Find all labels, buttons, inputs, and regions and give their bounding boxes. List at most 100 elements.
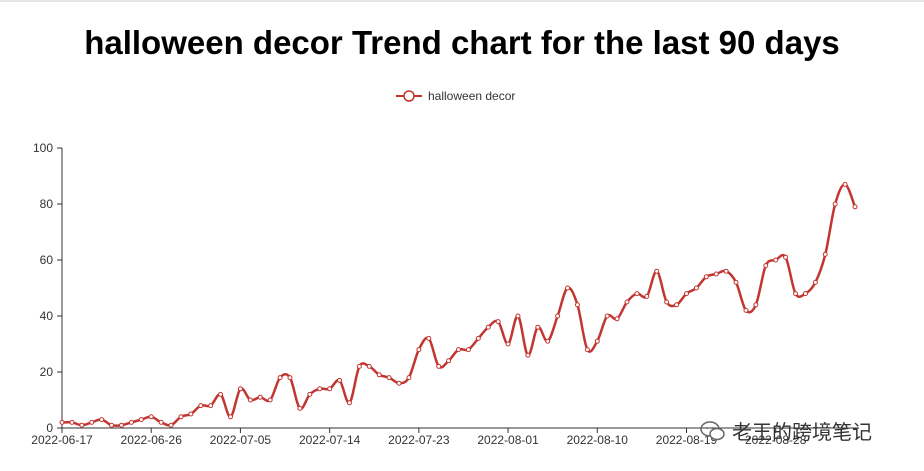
- data-point[interactable]: [406, 375, 412, 381]
- data-point[interactable]: [327, 386, 333, 392]
- data-point[interactable]: [703, 274, 709, 280]
- data-point[interactable]: [475, 335, 481, 341]
- data-point[interactable]: [545, 338, 551, 344]
- data-point[interactable]: [485, 324, 491, 330]
- data-point[interactable]: [852, 204, 858, 210]
- data-point[interactable]: [178, 414, 184, 420]
- data-point[interactable]: [59, 419, 65, 425]
- y-tick-label: 40: [40, 309, 54, 323]
- data-point[interactable]: [773, 257, 779, 263]
- data-point[interactable]: [495, 319, 501, 325]
- data-point[interactable]: [535, 324, 541, 330]
- data-point[interactable]: [683, 291, 689, 297]
- data-point[interactable]: [753, 302, 759, 308]
- data-point[interactable]: [555, 313, 561, 319]
- data-point[interactable]: [574, 302, 580, 308]
- data-point[interactable]: [634, 291, 640, 297]
- data-point[interactable]: [763, 263, 769, 269]
- data-point[interactable]: [624, 299, 630, 305]
- data-point[interactable]: [386, 375, 392, 381]
- data-point[interactable]: [793, 291, 799, 297]
- x-tick-label: 2022-06-26: [121, 433, 183, 447]
- data-point[interactable]: [128, 419, 134, 425]
- x-tick-label: 2022-08-28: [745, 433, 807, 447]
- data-point[interactable]: [733, 279, 739, 285]
- data-point[interactable]: [693, 285, 699, 291]
- data-point[interactable]: [138, 417, 144, 423]
- data-point[interactable]: [307, 391, 313, 397]
- data-point[interactable]: [228, 414, 234, 420]
- data-point[interactable]: [346, 400, 352, 406]
- data-point[interactable]: [208, 403, 214, 409]
- data-point[interactable]: [614, 316, 620, 322]
- data-point[interactable]: [297, 405, 303, 411]
- y-tick-label: 100: [33, 141, 53, 155]
- data-point[interactable]: [376, 372, 382, 378]
- data-point[interactable]: [565, 285, 571, 291]
- y-tick-label: 80: [40, 197, 54, 211]
- data-point[interactable]: [644, 293, 650, 299]
- data-point[interactable]: [257, 394, 263, 400]
- y-tick-label: 20: [40, 365, 54, 379]
- data-point[interactable]: [99, 417, 105, 423]
- data-point[interactable]: [168, 422, 174, 428]
- data-point[interactable]: [416, 347, 422, 353]
- chart-legend[interactable]: halloween decor: [396, 89, 515, 103]
- data-point[interactable]: [356, 363, 362, 369]
- data-point[interactable]: [505, 341, 511, 347]
- wechat-icon: [700, 420, 725, 440]
- data-point[interactable]: [148, 414, 154, 420]
- data-point[interactable]: [89, 419, 95, 425]
- data-point[interactable]: [584, 347, 590, 353]
- data-point[interactable]: [109, 422, 115, 428]
- chart-title: halloween decor Trend chart for the last…: [84, 24, 840, 61]
- data-point[interactable]: [842, 181, 848, 187]
- data-point[interactable]: [832, 201, 838, 207]
- data-point[interactable]: [723, 268, 729, 274]
- data-point[interactable]: [465, 347, 471, 353]
- data-point[interactable]: [267, 397, 273, 403]
- data-point[interactable]: [247, 397, 253, 403]
- data-point[interactable]: [743, 307, 749, 313]
- y-tick-label: 0: [46, 421, 53, 435]
- data-point[interactable]: [69, 419, 75, 425]
- data-point[interactable]: [79, 422, 85, 428]
- data-point[interactable]: [237, 386, 243, 392]
- x-tick-label: 2022-07-23: [388, 433, 450, 447]
- data-point[interactable]: [654, 268, 660, 274]
- data-point[interactable]: [317, 386, 323, 392]
- data-point[interactable]: [674, 302, 680, 308]
- data-point[interactable]: [396, 380, 402, 386]
- axes: 0 20 40 60 80 100 2022-06-17 2022-06-26 2022-07-…: [31, 141, 859, 447]
- data-point[interactable]: [218, 391, 224, 397]
- data-point[interactable]: [118, 422, 124, 428]
- data-point[interactable]: [525, 352, 531, 358]
- data-point[interactable]: [426, 335, 432, 341]
- data-point[interactable]: [713, 271, 719, 277]
- legend-label: halloween decor: [428, 89, 516, 103]
- data-point[interactable]: [337, 377, 343, 383]
- data-point[interactable]: [446, 358, 452, 364]
- x-tick-label: 2022-08-19: [656, 433, 718, 447]
- data-point[interactable]: [812, 279, 818, 285]
- data-point[interactable]: [158, 419, 164, 425]
- data-point[interactable]: [198, 403, 204, 409]
- data-point[interactable]: [436, 363, 442, 369]
- x-tick-label: 2022-06-17: [31, 433, 93, 447]
- series-line: [61, 183, 857, 427]
- data-point[interactable]: [604, 313, 610, 319]
- data-point[interactable]: [277, 375, 283, 381]
- data-point[interactable]: [515, 313, 521, 319]
- data-point[interactable]: [594, 338, 600, 344]
- data-point[interactable]: [456, 347, 461, 353]
- x-tick-label: 2022-07-14: [299, 433, 361, 447]
- data-point[interactable]: [287, 375, 293, 381]
- x-tick-label: 2022-07-05: [210, 433, 272, 447]
- data-point[interactable]: [783, 254, 789, 260]
- data-point[interactable]: [664, 299, 670, 305]
- data-point[interactable]: [822, 251, 828, 257]
- data-point[interactable]: [188, 411, 194, 417]
- data-point[interactable]: [802, 291, 808, 297]
- data-point[interactable]: [366, 363, 372, 369]
